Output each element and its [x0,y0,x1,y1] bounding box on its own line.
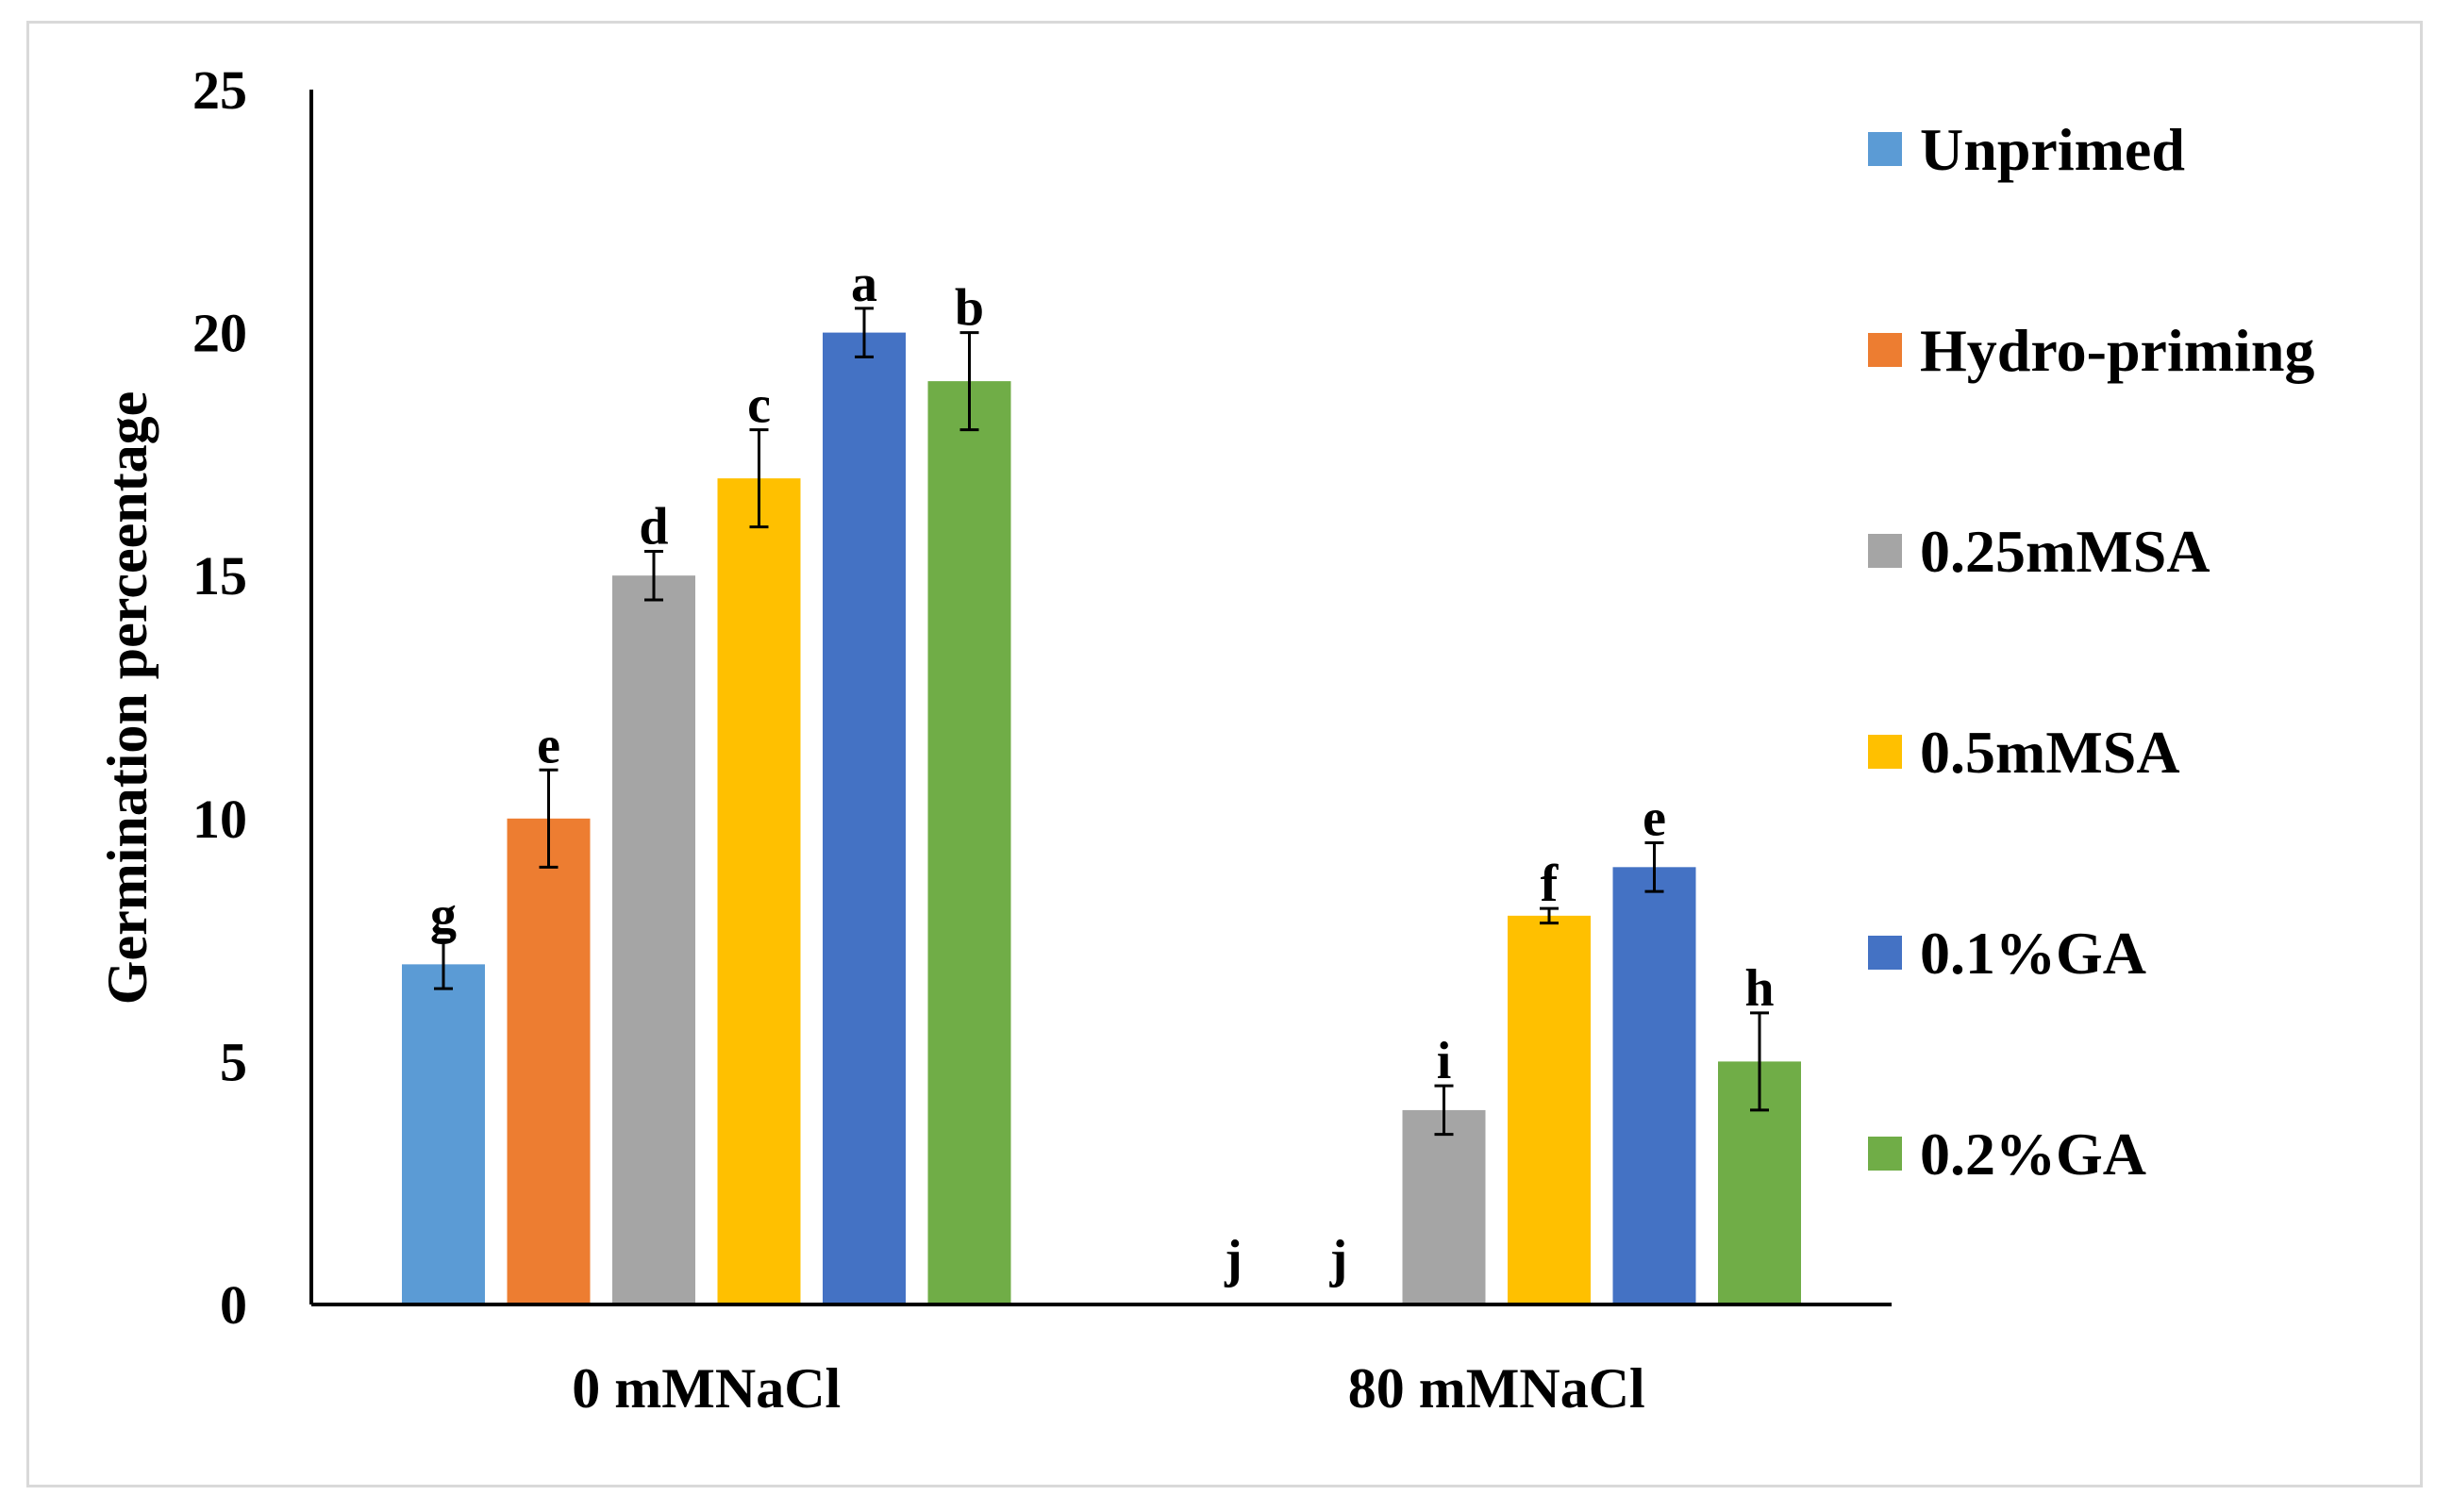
significance-label: i [1437,1032,1452,1090]
error-bars-layer [434,307,1769,1137]
y-tick-label: 5 [220,1031,247,1092]
legend-label: 0.25mMSA [1920,518,2210,585]
y-tick-labels: 0 5 10 15 20 25 [192,59,247,1336]
bar [612,575,695,1304]
significance-labels-layer: g e d c a b j j i f e h [430,255,1775,1288]
significance-label: e [1643,789,1666,848]
legend-label: Hydro-priming [1920,317,2314,384]
bar [1402,1109,1486,1304]
significance-label: j [1224,1230,1243,1288]
legend-label: 0.2%GA [1920,1121,2146,1188]
axes-layer [309,90,1892,1306]
bar [1508,915,1591,1304]
legend-swatch [1868,132,1902,166]
y-tick-label: 20 [192,303,247,364]
bar [927,381,1011,1304]
legend: Unprimed Hydro-priming 0.25mMSA 0.5mMSA 0.1%… [1868,116,2314,1188]
y-tick-label: 0 [220,1274,247,1336]
bars-layer [402,332,1801,1305]
x-tick-labels: 0 mMNaCl 80 mMNaCl [572,1357,1644,1420]
bar [402,964,485,1304]
legend-swatch [1868,534,1902,568]
legend-swatch [1868,936,1902,970]
legend-label: 0.5mMSA [1920,719,2180,786]
significance-label: j [1329,1230,1348,1288]
y-axis-label: Germination perceentage [96,391,158,1005]
legend-swatch [1868,735,1902,769]
significance-label: f [1541,855,1560,913]
bar [1612,867,1696,1304]
legend-swatch [1868,333,1902,367]
bar [823,332,906,1305]
significance-label: g [430,887,457,945]
legend-label: Unprimed [1920,116,2185,183]
bar [717,478,801,1304]
significance-label: b [955,279,984,338]
significance-label: e [537,716,560,774]
y-tick-label: 10 [192,789,247,850]
x-tick-label: 0 mMNaCl [572,1357,841,1420]
legend-label: 0.1%GA [1920,920,2146,987]
y-tick-label: 25 [192,59,247,121]
significance-label: a [851,255,877,313]
legend-swatch [1868,1137,1902,1171]
significance-label: c [747,376,771,435]
significance-label: d [639,497,668,556]
significance-label: h [1744,959,1774,1018]
y-tick-label: 15 [192,545,247,606]
bar [507,818,591,1304]
x-tick-label: 80 mMNaCl [1348,1357,1645,1420]
